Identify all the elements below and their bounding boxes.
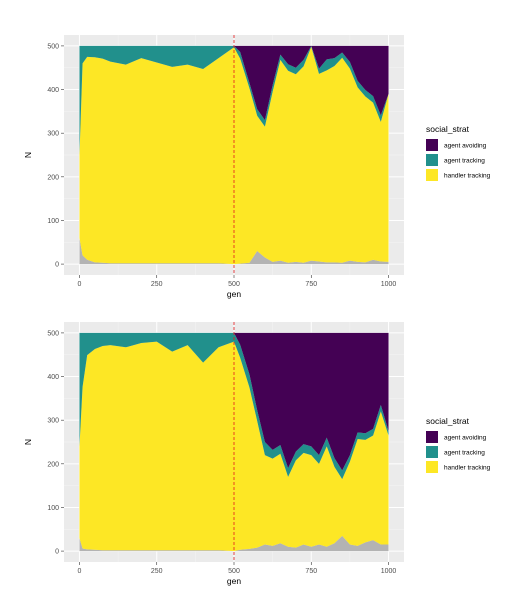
y-tick-label: 300 bbox=[47, 131, 59, 138]
x-tick-label: 250 bbox=[151, 568, 163, 575]
area-series-agent-avoiding bbox=[79, 45, 389, 121]
x-axis-ticks: 0 250 500 750 1000 bbox=[78, 275, 397, 288]
x-tick-label: 750 bbox=[305, 281, 317, 288]
x-tick-label: 500 bbox=[228, 281, 240, 288]
x-axis-title: gen bbox=[227, 576, 241, 586]
chart-panel-top: 0 250 500 750 1000 0 100 200 300 400 500 gen N so… bbox=[23, 35, 491, 299]
y-tick-label: 100 bbox=[47, 505, 59, 512]
y-tick-label: 500 bbox=[47, 43, 59, 50]
y-axis-title: N bbox=[23, 439, 33, 445]
y-axis-ticks: 0 100 200 300 400 500 bbox=[47, 330, 64, 556]
x-tick-label: 1000 bbox=[381, 568, 397, 575]
y-axis-title: N bbox=[23, 152, 33, 158]
x-tick-label: 0 bbox=[78, 281, 82, 288]
y-tick-label: 0 bbox=[55, 262, 59, 269]
legend-title: social_strat bbox=[426, 124, 470, 134]
legend-title: social_strat bbox=[426, 416, 470, 426]
legend-label: agent avoiding bbox=[444, 435, 487, 442]
area-series-other bbox=[79, 535, 389, 552]
legend-swatch bbox=[426, 169, 438, 181]
y-tick-label: 500 bbox=[47, 330, 59, 337]
x-axis-ticks: 0 250 500 750 1000 bbox=[78, 562, 397, 575]
y-tick-label: 200 bbox=[47, 461, 59, 468]
area-series-handler-tracking bbox=[79, 341, 389, 552]
y-tick-label: 400 bbox=[47, 87, 59, 94]
legend-label: handler tracking bbox=[444, 173, 491, 180]
legend-swatch bbox=[426, 431, 438, 443]
y-tick-label: 300 bbox=[47, 418, 59, 425]
stacked-areas bbox=[79, 332, 389, 552]
area-series-agent-avoiding bbox=[79, 332, 389, 471]
legend-label: agent tracking bbox=[444, 158, 485, 165]
legend-swatch bbox=[426, 461, 438, 473]
x-tick-label: 750 bbox=[305, 568, 317, 575]
x-tick-label: 0 bbox=[78, 568, 82, 575]
x-tick-label: 500 bbox=[228, 568, 240, 575]
legend-swatch bbox=[426, 154, 438, 166]
legend: social_strat agent avoiding agent trackin… bbox=[426, 416, 491, 473]
y-axis-ticks: 0 100 200 300 400 500 bbox=[47, 43, 64, 269]
legend-label: handler tracking bbox=[444, 465, 491, 472]
y-tick-label: 100 bbox=[47, 218, 59, 225]
legend-swatch bbox=[426, 139, 438, 151]
legend-swatch bbox=[426, 446, 438, 458]
x-tick-label: 1000 bbox=[381, 281, 397, 288]
y-tick-label: 400 bbox=[47, 374, 59, 381]
x-axis-title: gen bbox=[227, 289, 241, 299]
y-tick-label: 200 bbox=[47, 174, 59, 181]
legend: social_strat agent avoiding agent trackin… bbox=[426, 124, 491, 181]
chart-panel-bottom: 0 250 500 750 1000 0 100 200 300 400 500 gen N so… bbox=[23, 322, 491, 586]
x-tick-label: 250 bbox=[151, 281, 163, 288]
legend-label: agent tracking bbox=[444, 450, 485, 457]
y-tick-label: 0 bbox=[55, 549, 59, 556]
legend-label: agent avoiding bbox=[444, 143, 487, 150]
area-series-agent-tracking bbox=[79, 45, 389, 156]
